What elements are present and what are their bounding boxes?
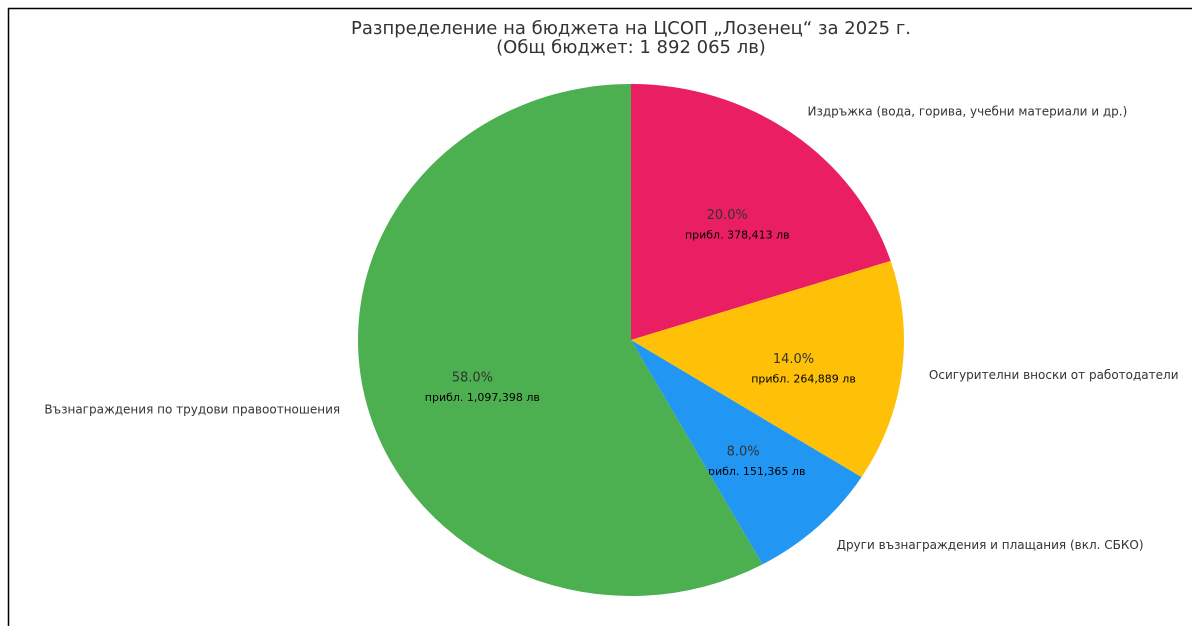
category-label: Други възнаграждения и плащания (вкл. СБ…	[837, 538, 1144, 552]
percent-label: 8.0%	[727, 444, 760, 459]
category-label: Издръжка (вода, горива, учебни материали…	[808, 105, 1128, 119]
amount-label: прибл. 378,413 лв	[685, 229, 790, 242]
category-label: Възнаграждения по трудови правоотношения	[44, 403, 340, 417]
frame	[7, 7, 1192, 626]
percent-label: 14.0%	[773, 352, 814, 367]
percent-label: 20.0%	[707, 208, 748, 223]
percent-label: 58.0%	[452, 371, 493, 386]
amount-label: прибл. 264,889 лв	[751, 372, 856, 385]
pie-slice	[631, 260, 904, 478]
pie-slice	[357, 84, 763, 596]
amount-label: прибл. 151,365 лв	[701, 465, 806, 478]
pie-slice	[631, 340, 862, 565]
chart-subtitle: (Общ бюджет: 1 892 065 лв)	[496, 37, 766, 58]
amount-label: прибл. 1,097,398 лв	[425, 391, 540, 404]
category-label: Осигурителни вноски от работодатели	[929, 368, 1179, 382]
pie-slice	[631, 84, 891, 340]
chart-title: Разпределение на бюджета на ЦСОП „Лозене…	[351, 18, 911, 39]
